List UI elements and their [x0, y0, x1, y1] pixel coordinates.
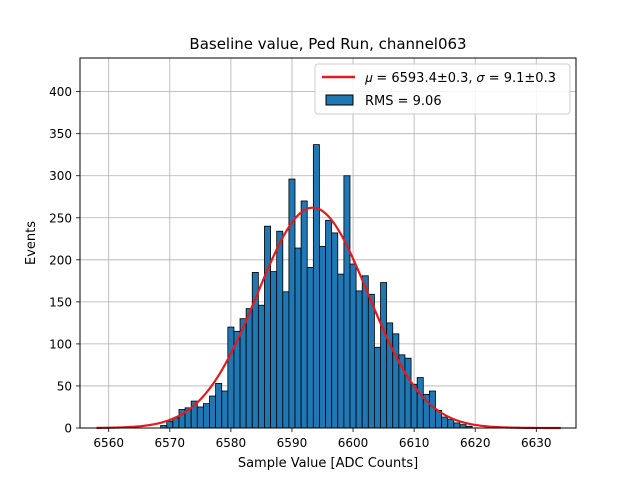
y-tick-label-250: 250	[49, 211, 72, 225]
histogram-bar-6603	[367, 293, 375, 429]
histogram-bar-6580	[227, 326, 235, 429]
histogram-bar-6589	[282, 291, 290, 429]
histogram-bar-6576	[202, 403, 210, 429]
histogram-bar-6604	[374, 346, 381, 429]
histogram-bar-6597	[331, 232, 339, 429]
x-axis-ticks: 6560 6570 6580 6590 6600 6610 6620 6630	[93, 428, 552, 450]
x-tick-label-6590: 6590	[277, 436, 308, 450]
fit-curve	[96, 206, 561, 430]
y-tick-label-200: 200	[49, 253, 72, 267]
histogram-bar-6570	[166, 420, 174, 429]
histogram-bar-6613	[428, 390, 436, 429]
x-tick-label-6580: 6580	[216, 436, 247, 450]
histogram-bar-6587	[270, 271, 278, 429]
y-tick-label-150: 150	[49, 295, 72, 309]
histogram-bar-6598	[337, 273, 345, 429]
y-tick-label-400: 400	[49, 85, 72, 99]
histogram-bar-6579	[221, 390, 229, 429]
plot-frame	[79, 57, 577, 429]
chart-title: Baseline value, Ped Run, channel063	[189, 35, 466, 53]
x-tick-label-6600: 6600	[338, 436, 369, 450]
x-tick-label-6570: 6570	[155, 436, 186, 450]
histogram-bar-6616	[447, 419, 455, 429]
gaussian-fit	[96, 206, 561, 430]
histogram-bar-6605	[380, 282, 388, 429]
histogram-bar-6617	[453, 422, 461, 429]
histogram-bar-6595	[319, 245, 326, 429]
y-axis-ticks: 0 50 100 150 200 250 300 350 400	[49, 85, 80, 436]
histogram-bar-6577	[209, 395, 217, 429]
histogram-bar-6596	[325, 219, 333, 429]
legend-hist-swatch	[325, 94, 354, 106]
histogram-bar-6600	[349, 263, 357, 429]
histogram-bar-6611	[416, 377, 424, 429]
histogram-bar-6607	[392, 333, 400, 429]
y-axis-label: Events	[24, 221, 39, 265]
x-tick-label-6610: 6610	[399, 436, 430, 450]
legend: 𝜇 = 6593.4±0.3, 𝜎 = 9.1±0.3 RMS = 9.06	[314, 63, 571, 115]
x-tick-label-6620: 6620	[460, 436, 491, 450]
histogram-bar-6609	[404, 357, 412, 429]
histogram-bar-6578	[215, 383, 223, 429]
histogram-bar-6585	[257, 304, 265, 429]
legend-fit-label: 𝜇 = 6593.4±0.3, 𝜎 = 9.1±0.3	[365, 71, 556, 86]
histogram-bar-6583	[245, 308, 253, 429]
histogram-bar-6602	[361, 275, 369, 429]
y-tick-label-300: 300	[49, 169, 72, 183]
legend-box	[314, 63, 571, 115]
legend-hist-label: RMS = 9.06	[365, 94, 442, 109]
histogram-bar-6591	[294, 247, 302, 429]
histogram-bar-6615	[441, 416, 449, 429]
histogram-bar-6590	[288, 178, 296, 429]
histogram-bar-6582	[239, 318, 247, 429]
histogram-bar-6592	[300, 200, 308, 429]
histogram-bar-6575	[196, 406, 204, 429]
histogram-bar-6588	[276, 230, 284, 429]
y-tick-label-0: 0	[64, 422, 72, 436]
histogram-bar-6586	[264, 225, 271, 429]
histogram-bar-6601	[355, 290, 363, 429]
histogram-bars	[160, 144, 473, 429]
x-axis-label: Sample Value [ADC Counts]	[238, 456, 418, 471]
y-tick-label-100: 100	[49, 337, 72, 351]
x-tick-label-6560: 6560	[93, 436, 124, 450]
histogram-bar-6593	[306, 266, 314, 429]
y-tick-label-50: 50	[57, 379, 72, 393]
histogram-bar-6618	[459, 424, 467, 429]
y-tick-label-350: 350	[49, 127, 72, 141]
histogram-bar-6599	[343, 175, 351, 429]
x-tick-label-6630: 6630	[521, 436, 552, 450]
histogram-bar-6594	[312, 144, 320, 429]
